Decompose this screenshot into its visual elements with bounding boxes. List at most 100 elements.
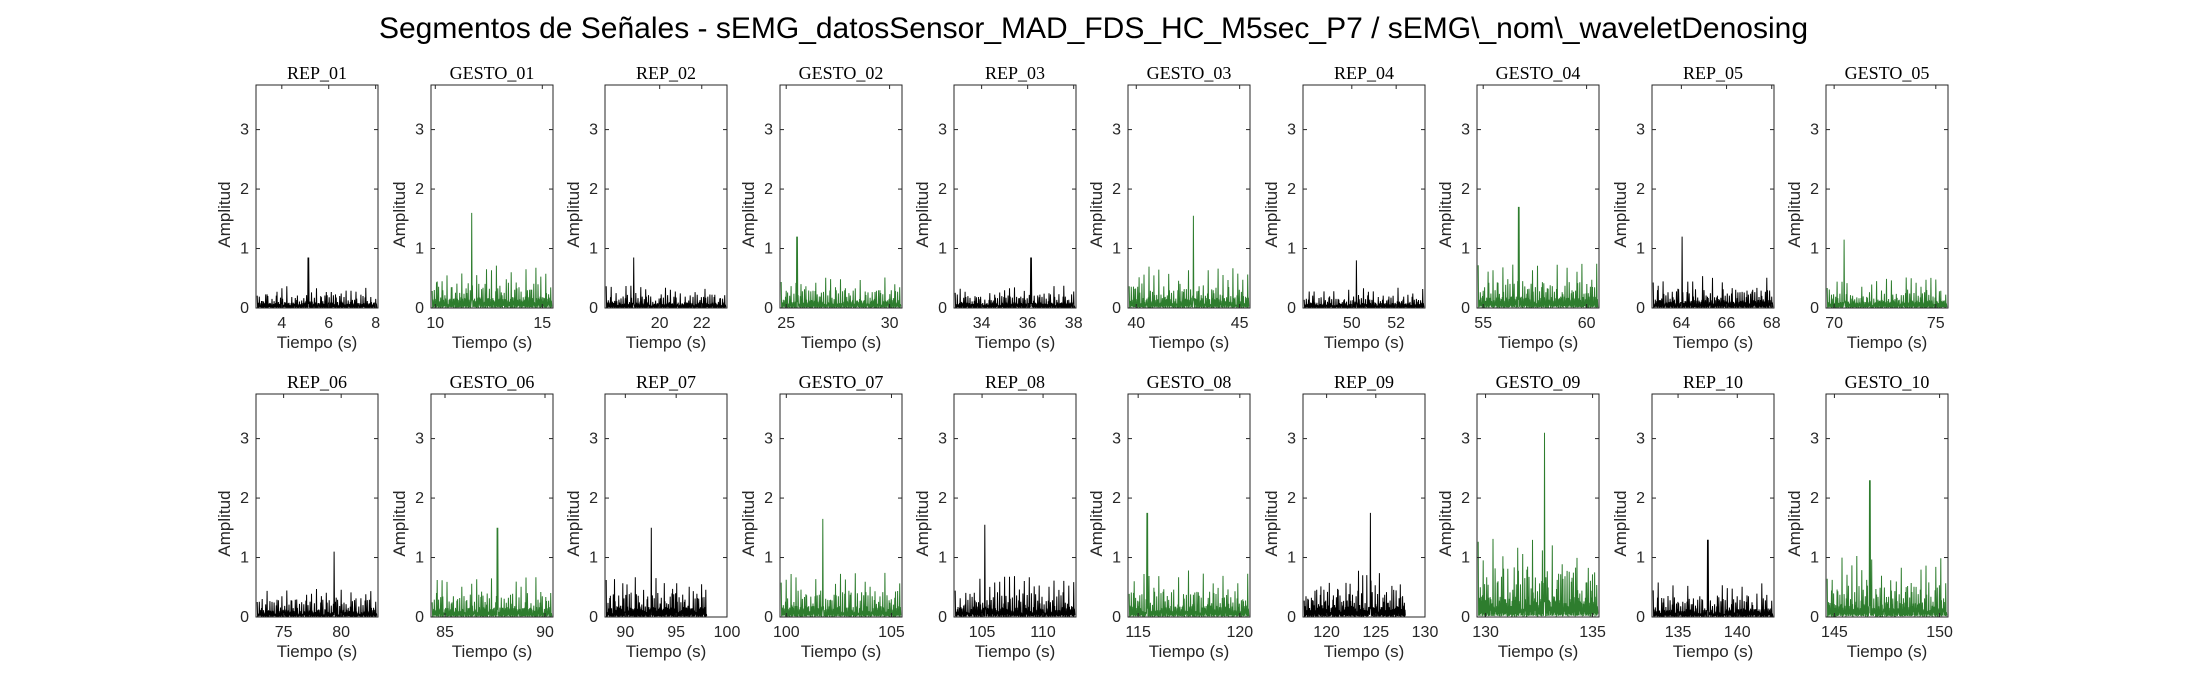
axes-box: [779, 84, 903, 309]
y-tick-label: 0: [1287, 300, 1296, 317]
axes-box: [430, 393, 554, 618]
axes-box: [1127, 393, 1251, 618]
y-tick-label: 1: [938, 241, 947, 258]
y-tick-label: 0: [1112, 300, 1121, 317]
signal-line: [256, 551, 378, 618]
figure-title: Segmentos de Señales - sEMG_datosSensor_…: [378, 12, 1808, 45]
y-tick-label: 3: [1461, 122, 1470, 139]
y-tick-label: 2: [240, 490, 249, 507]
y-axis-label: Amplitud: [739, 490, 758, 556]
y-tick-label: 2: [1461, 181, 1470, 198]
subplot-title: GESTO_09: [1496, 372, 1581, 392]
y-tick-label: 0: [1461, 300, 1470, 317]
subplot-title: REP_10: [1683, 372, 1743, 392]
x-tick-label: 120: [1226, 624, 1253, 641]
y-tick-label: 1: [1287, 550, 1296, 567]
subplot-gesto-03: 0 1 2 3 40 45 GESTO_03 Tiempo (s) Amplitud: [1087, 63, 1251, 352]
subplot-title: REP_03: [985, 63, 1045, 83]
subplot-rep-04: 0 1 2 3 50 52 REP_04 Tiempo (s) Amplitud: [1262, 63, 1426, 352]
signal-line: [431, 527, 553, 617]
x-tick-label: 25: [777, 315, 795, 332]
subplot-title: REP_09: [1334, 372, 1394, 392]
y-tick-label: 1: [1810, 241, 1819, 258]
y-tick-label: 2: [1287, 181, 1296, 198]
x-axis-label: Tiempo (s): [1498, 333, 1579, 352]
x-tick-label: 40: [1127, 315, 1145, 332]
y-tick-label: 0: [415, 609, 424, 626]
axes-box: [255, 393, 379, 618]
y-tick-label: 2: [415, 490, 424, 507]
axes-box: [1302, 84, 1426, 309]
y-tick-label: 0: [240, 609, 249, 626]
y-tick-label: 1: [1461, 550, 1470, 567]
axes-box: [1651, 393, 1775, 618]
subplot-title: REP_08: [985, 372, 1045, 392]
y-tick-label: 1: [1636, 550, 1645, 567]
y-axis-label: Amplitud: [390, 181, 409, 247]
x-tick-label: 145: [1821, 624, 1848, 641]
x-tick-label: 64: [1672, 315, 1690, 332]
x-axis-label: Tiempo (s): [975, 333, 1056, 352]
y-tick-label: 0: [1636, 609, 1645, 626]
axes-box: [1651, 84, 1775, 309]
subplot-title: REP_01: [287, 63, 347, 83]
x-tick-label: 90: [616, 624, 634, 641]
subplot-rep-02: 0 1 2 3 20 22 REP_02 Tiempo (s) Amplitud: [564, 63, 728, 352]
subplot-title: GESTO_07: [799, 372, 884, 392]
signal-line: [780, 518, 902, 617]
x-tick-label: 38: [1065, 315, 1083, 332]
subplot-title: GESTO_02: [799, 63, 884, 83]
x-tick-label: 95: [667, 624, 685, 641]
x-tick-label: 120: [1313, 624, 1340, 641]
signal-line: [1128, 215, 1250, 308]
y-axis-label: Amplitud: [739, 181, 758, 247]
x-tick-label: 20: [651, 315, 669, 332]
x-tick-label: 90: [536, 624, 554, 641]
y-tick-label: 3: [589, 431, 598, 448]
axes-box: [1825, 84, 1949, 309]
y-tick-label: 3: [1287, 431, 1296, 448]
y-axis-label: Amplitud: [564, 490, 583, 556]
y-tick-label: 3: [240, 122, 249, 139]
x-tick-label: 115: [1125, 624, 1151, 641]
y-tick-label: 2: [1810, 490, 1819, 507]
y-axis-label: Amplitud: [1087, 490, 1106, 556]
y-tick-label: 0: [938, 300, 947, 317]
subplot-title: REP_07: [636, 372, 696, 392]
axes-box: [255, 84, 379, 309]
y-tick-label: 0: [1636, 300, 1645, 317]
x-tick-label: 130: [1412, 624, 1439, 641]
y-tick-label: 2: [764, 490, 773, 507]
y-tick-label: 3: [938, 122, 947, 139]
x-tick-label: 15: [533, 315, 551, 332]
y-axis-label: Amplitud: [215, 490, 234, 556]
x-axis-label: Tiempo (s): [801, 642, 882, 661]
x-axis-label: Tiempo (s): [801, 333, 882, 352]
signal-line: [1477, 206, 1599, 308]
subplot-gesto-08: 0 1 2 3 115 120 GESTO_08 Tiempo (s) Amplitud: [1087, 372, 1253, 661]
x-tick-label: 80: [332, 624, 350, 641]
signal-line: [605, 527, 708, 617]
y-axis-label: Amplitud: [390, 490, 409, 556]
y-tick-label: 0: [764, 300, 773, 317]
y-tick-label: 1: [415, 550, 424, 567]
x-axis-label: Tiempo (s): [277, 333, 358, 352]
y-tick-label: 2: [589, 181, 598, 198]
subplot-title: REP_05: [1683, 63, 1743, 83]
axes-box: [953, 84, 1077, 309]
axes-box: [1825, 393, 1949, 618]
x-tick-label: 100: [773, 624, 800, 641]
x-axis-label: Tiempo (s): [1149, 642, 1230, 661]
y-tick-label: 0: [589, 300, 598, 317]
axes-box: [1476, 84, 1600, 309]
y-axis-label: Amplitud: [215, 181, 234, 247]
subplot-gesto-01: 0 1 2 3 10 15 GESTO_01 Tiempo (s) Amplitud: [390, 63, 554, 352]
x-tick-label: 55: [1474, 315, 1492, 332]
x-tick-label: 50: [1343, 315, 1361, 332]
x-tick-label: 10: [426, 315, 444, 332]
y-tick-label: 2: [938, 181, 947, 198]
y-tick-label: 1: [1636, 241, 1645, 258]
axes-box: [1302, 393, 1426, 618]
y-axis-label: Amplitud: [1785, 181, 1804, 247]
x-tick-label: 45: [1231, 315, 1249, 332]
